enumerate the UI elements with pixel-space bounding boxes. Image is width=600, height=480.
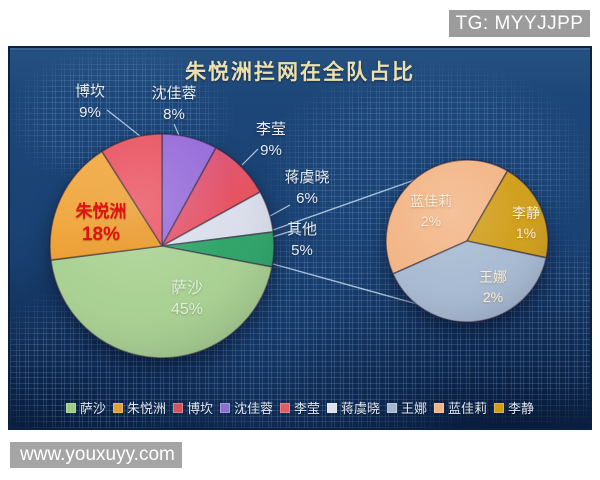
pie-label-value: 45% [170, 301, 204, 318]
legend-label: 朱悦洲 [126, 401, 166, 416]
pie-label-蒋虞晓: 蒋虞晓 6% [284, 167, 329, 209]
pie-label-name: 蒋虞晓 [284, 169, 330, 186]
legend-swatch [279, 402, 290, 413]
legend-swatch [387, 402, 398, 413]
watermark-bottom-badge: www.youxuyy.com [10, 442, 182, 468]
legend-label: 李莹 [293, 401, 320, 416]
chart-title: 朱悦洲拦网在全队占比 [185, 61, 415, 84]
pie-slice-萨沙 [50, 245, 273, 359]
pie-label-name: 其他 [286, 221, 318, 238]
legend-swatch [327, 402, 337, 413]
pie-label-value: 9% [260, 142, 282, 159]
pie-label-沈佳蓉: 沈佳蓉 8% [151, 83, 196, 125]
pie-label-name: 博坎 [74, 83, 106, 100]
pie-label-朱悦洲: 朱悦洲 18% [76, 200, 127, 246]
legend-label: 蒋虞晓 [341, 401, 381, 416]
legend-label: 博坎 [186, 401, 213, 416]
pie-label-value: 1% [515, 225, 537, 241]
legend-swatch [434, 402, 445, 413]
pie-label-李静: 李静 1% [512, 203, 540, 243]
pie-label-name: 萨沙 [170, 280, 203, 297]
chart-legend: 萨沙 朱悦洲 博坎 沈佳蓉 李莹 蒋虞晓 王娜 蓝佳莉 李静 [10, 398, 590, 417]
watermark-top-badge: TG: MYYJJPP [449, 10, 590, 37]
legend-item-朱悦洲: 朱悦洲 [112, 398, 166, 417]
legend-swatch [112, 402, 123, 413]
pie-label-李莹: 李莹 9% [256, 119, 286, 161]
pie-label-name: 李静 [512, 205, 540, 221]
pie-label-其他: 其他 5% [287, 219, 317, 261]
main-pie-chart [49, 133, 275, 359]
legend-swatch [494, 402, 505, 413]
pie-label-name: 蓝佳莉 [410, 193, 452, 209]
pie-label-value: 9% [79, 104, 101, 121]
pie-label-name: 王娜 [479, 269, 507, 285]
legend-swatch [219, 402, 230, 413]
legend-swatch [172, 402, 183, 413]
pie-label-value: 5% [291, 242, 313, 259]
legend-item-蓝佳莉: 蓝佳莉 [434, 398, 487, 417]
legend-label: 王娜 [401, 401, 428, 416]
pie-label-value: 6% [296, 190, 318, 207]
pie-label-蓝佳莉: 蓝佳莉 2% [410, 191, 452, 231]
pie-label-value: 8% [163, 106, 185, 123]
legend-item-李静: 李静 [494, 398, 534, 417]
pie-label-value: 18% [81, 224, 121, 245]
legend-item-博坎: 博坎 [172, 398, 213, 417]
pie-label-王娜: 王娜 2% [479, 267, 507, 307]
pie-label-value: 2% [482, 289, 504, 305]
legend-item-萨沙: 萨沙 [65, 398, 106, 417]
leader-line [106, 109, 141, 137]
chart-area: 朱悦洲拦网在全队占比 沈佳蓉 8% 李莹 9% 蒋虞晓 6% 其他 5% 萨沙 45% 朱悦洲 18%… [8, 46, 592, 430]
pie-label-value: 2% [420, 213, 442, 229]
pie-label-name: 沈佳蓉 [151, 85, 197, 102]
legend-item-王娜: 王娜 [387, 398, 427, 417]
pie-label-萨沙: 萨沙 45% [171, 278, 203, 320]
pie-label-博坎: 博坎 9% [75, 81, 105, 123]
pie-label-name: 李莹 [255, 121, 287, 138]
legend-swatch [65, 402, 76, 413]
legend-label: 萨沙 [79, 401, 106, 416]
legend-label: 沈佳蓉 [233, 401, 273, 416]
legend-label: 李静 [508, 401, 535, 416]
pie-label-name: 朱悦洲 [75, 202, 127, 221]
legend-item-李莹: 李莹 [279, 398, 320, 417]
legend-item-沈佳蓉: 沈佳蓉 [219, 398, 273, 417]
legend-label: 蓝佳莉 [448, 401, 488, 416]
legend-item-蒋虞晓: 蒋虞晓 [327, 398, 380, 417]
